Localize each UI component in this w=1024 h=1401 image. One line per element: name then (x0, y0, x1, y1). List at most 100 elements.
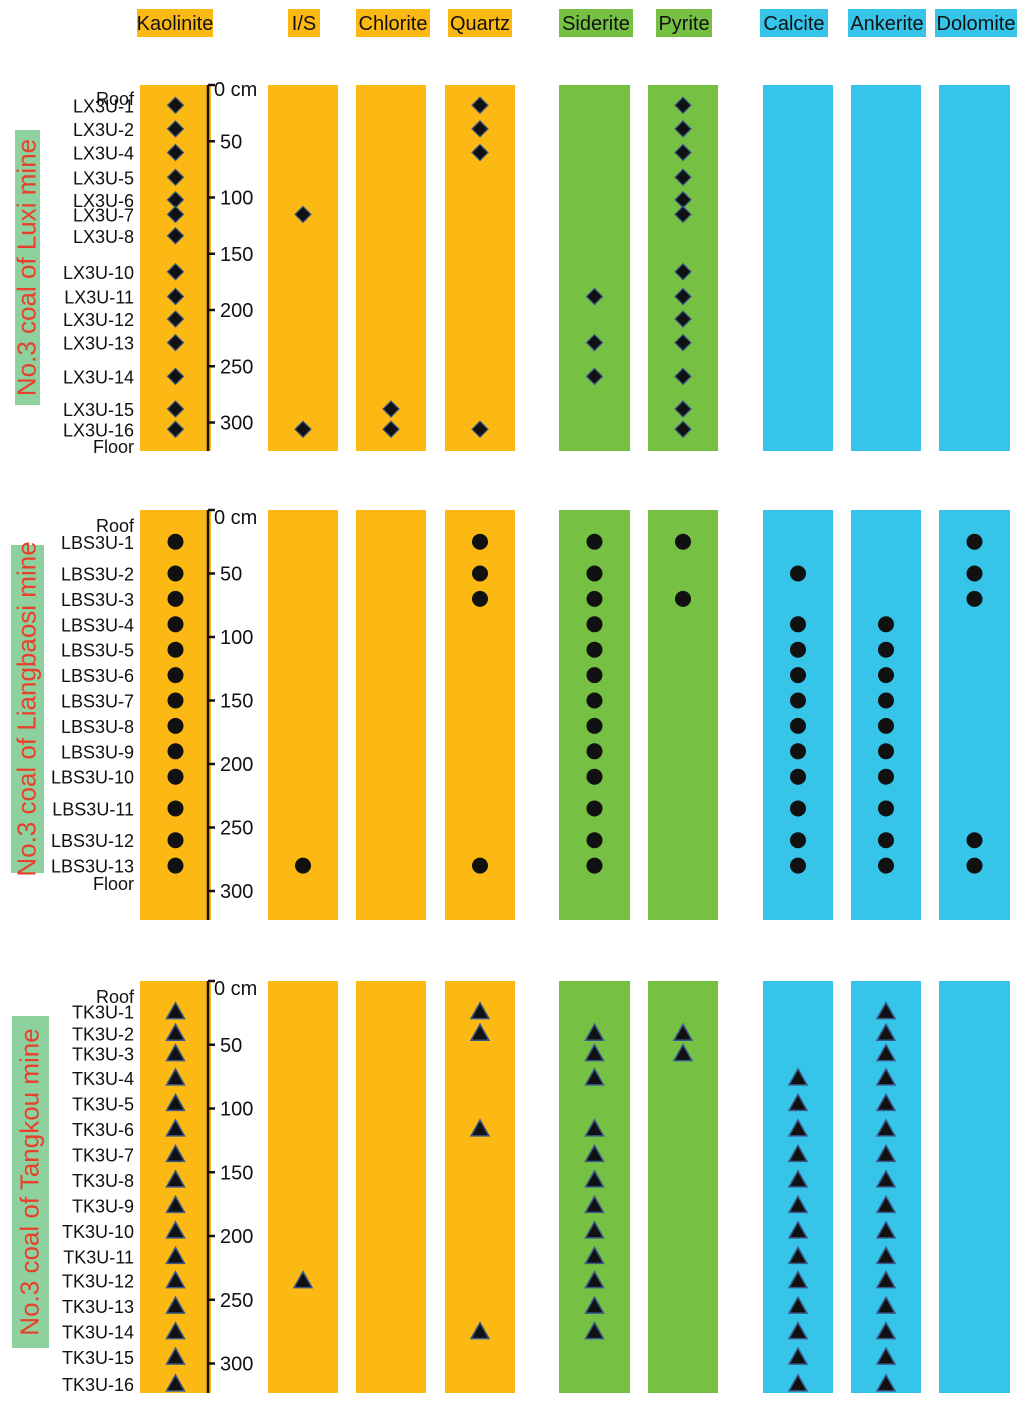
circle-marker (878, 616, 894, 633)
mine-label-bg (12, 1016, 49, 1348)
diamond-marker (674, 168, 692, 187)
mineral-column (268, 510, 338, 920)
triangle-marker (875, 1245, 897, 1265)
circle-marker (878, 857, 894, 874)
triangle-marker (165, 1143, 186, 1163)
diamond-marker (585, 287, 604, 306)
circle-marker (586, 590, 603, 607)
floor-label: Floor (93, 874, 134, 894)
circle-marker (586, 641, 603, 658)
sample-label: TK3U-11 (63, 1247, 134, 1267)
circle-marker (472, 857, 488, 874)
diamond-marker (674, 143, 692, 162)
triangle-marker (787, 1118, 809, 1137)
header-pyrite: Pyrite (656, 9, 712, 37)
circle-marker (586, 565, 603, 582)
sample-label: TK3U-6 (72, 1120, 134, 1140)
diamond-marker (166, 310, 185, 328)
triangle-marker (584, 1295, 605, 1314)
mineral-column (763, 85, 833, 451)
triangle-marker (584, 1043, 605, 1062)
diamond-marker (674, 333, 692, 352)
sample-label: TK3U-10 (62, 1222, 134, 1242)
circle-marker (966, 832, 983, 849)
depth-tick-label: 50 (220, 564, 242, 586)
diamond-marker (674, 310, 692, 328)
depth-tick-label: 100 (220, 627, 253, 649)
depth-tick-label: 250 (220, 356, 253, 378)
circle-marker (675, 533, 691, 550)
sample-label: LX3U-13 (63, 334, 134, 354)
depth-tick-label: 200 (220, 1226, 253, 1248)
diamond-marker (674, 120, 692, 138)
circle-marker (790, 800, 806, 817)
circle-marker (790, 641, 806, 658)
sample-label: LX3U-5 (73, 168, 134, 188)
diamond-marker (166, 400, 185, 418)
circle-marker (790, 565, 806, 582)
diamond-marker (471, 420, 489, 439)
triangle-marker (584, 1220, 605, 1239)
triangle-marker (165, 1092, 186, 1112)
depth-tick-label: 200 (220, 300, 253, 322)
triangle-marker (584, 1022, 605, 1042)
mine-label: No.3 coal of Luxi mine (12, 139, 42, 396)
circle-marker (878, 667, 894, 684)
header-label-bg (760, 9, 828, 37)
triangle-marker (787, 1373, 809, 1392)
triangle-marker (165, 1118, 186, 1137)
sample-label: LBS3U-8 (61, 717, 134, 737)
sample-label: TK3U-15 (62, 1348, 134, 1368)
triangle-marker (787, 1220, 809, 1239)
triangle-marker (165, 1270, 186, 1289)
diamond-marker (674, 420, 692, 439)
triangle-marker (875, 1001, 897, 1020)
sample-label: LBS3U-11 (52, 799, 134, 819)
depth-tick-label: 0 cm (214, 978, 257, 1000)
mineral-column (356, 510, 426, 920)
circle-marker (586, 743, 603, 760)
mineral-column (356, 85, 426, 451)
diamond-marker (674, 400, 692, 418)
sample-label: TK3U-9 (72, 1196, 134, 1216)
triangle-marker (875, 1043, 897, 1062)
depth-tick-label: 0 cm (214, 79, 257, 101)
triangle-marker (875, 1321, 897, 1340)
triangle-marker (165, 1067, 186, 1086)
circle-marker (167, 667, 184, 684)
mineral-column (939, 981, 1010, 1393)
circle-marker (966, 565, 983, 582)
header-label: Kaolinite (137, 13, 214, 35)
diamond-marker (166, 143, 185, 162)
depth-tick-label: 300 (220, 413, 253, 435)
depth-tick-label: 100 (220, 1099, 253, 1121)
circle-marker (167, 800, 184, 817)
header-label: Calcite (763, 13, 824, 35)
header-label-bg (356, 9, 430, 37)
header-label: I/S (292, 13, 316, 35)
mineral-column (268, 981, 338, 1393)
triangle-marker (165, 1245, 186, 1265)
sample-label: LX3U-15 (63, 400, 134, 420)
circle-marker (295, 857, 311, 874)
header-label-bg (448, 9, 512, 37)
triangle-marker (787, 1295, 809, 1314)
triangle-marker (875, 1118, 897, 1137)
header-label: Quartz (450, 13, 510, 35)
circle-marker (586, 832, 603, 849)
circle-marker (790, 857, 806, 874)
header-label-bg (137, 9, 213, 37)
diamond-marker (166, 367, 185, 386)
sample-label: LX3U-2 (73, 120, 134, 140)
triangle-marker (584, 1270, 605, 1289)
header-label: Dolomite (937, 13, 1016, 35)
diamond-marker (674, 262, 692, 281)
depth-tick-label: 250 (220, 818, 253, 840)
sample-label: LBS3U-12 (51, 831, 134, 851)
sample-label: LBS3U-13 (51, 857, 134, 877)
triangle-marker (875, 1220, 897, 1239)
circle-marker (167, 832, 184, 849)
header-label-bg (935, 9, 1017, 37)
mineral-column (648, 510, 718, 920)
depth-tick-label: 150 (220, 244, 253, 266)
